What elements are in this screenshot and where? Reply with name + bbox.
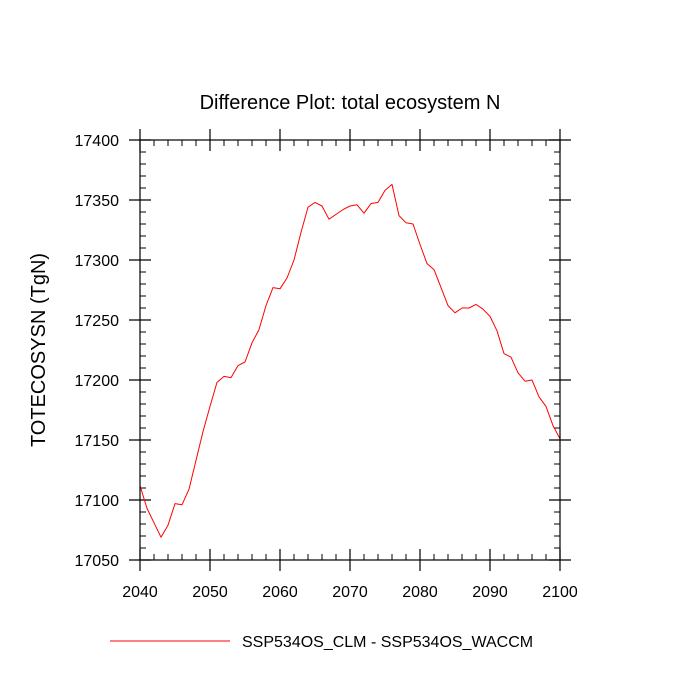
y-tick-label: 17050 — [75, 553, 120, 570]
plot-frame — [139, 139, 561, 561]
y-tick-label: 17400 — [75, 133, 120, 150]
x-tick-label: 2090 — [472, 584, 508, 601]
legend: SSP534OS_CLM - SSP534OS_WACCM — [110, 634, 533, 651]
chart-title: Difference Plot: total ecosystem N — [200, 92, 501, 114]
y-tick-label: 17150 — [75, 433, 120, 450]
y-axis-label: TOTECOSYSN (TgN) — [28, 253, 50, 447]
x-tick-label: 2060 — [262, 584, 298, 601]
axis-ticks — [129, 129, 571, 571]
y-tick-labels: 17050 17100 17150 17200 17250 17300 17350 17400 — [75, 133, 120, 570]
legend-label: SSP534OS_CLM - SSP534OS_WACCM — [242, 634, 533, 651]
x-tick-labels: 2040 2050 2060 2070 2080 2090 2100 — [122, 584, 578, 601]
series-line — [139, 183, 561, 538]
x-tick-label: 2100 — [542, 584, 578, 601]
x-tick-label: 2040 — [122, 584, 158, 601]
x-tick-label: 2070 — [332, 584, 368, 601]
series-lines — [139, 183, 561, 538]
y-tick-label: 17350 — [75, 193, 120, 210]
y-tick-label: 17300 — [75, 253, 120, 270]
y-tick-label: 17200 — [75, 373, 120, 390]
x-tick-label: 2050 — [192, 584, 228, 601]
y-tick-label: 17250 — [75, 313, 120, 330]
y-tick-label: 17100 — [75, 493, 120, 510]
x-tick-label: 2080 — [402, 584, 438, 601]
